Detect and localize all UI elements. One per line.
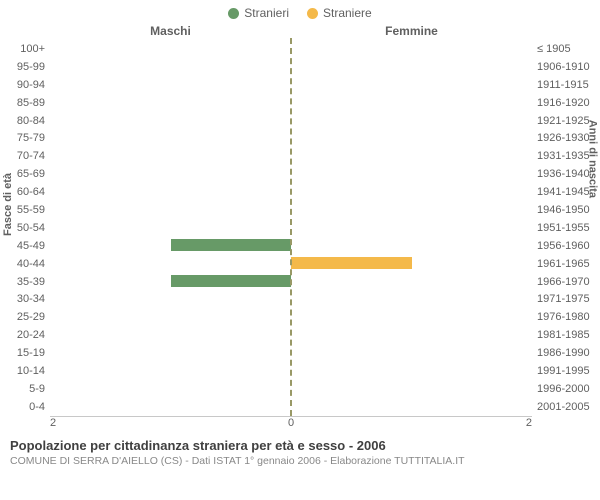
column-headers: Maschi Femmine bbox=[0, 24, 600, 38]
yaxis-left-label: 85-89 bbox=[17, 97, 45, 109]
yaxis-right-label: 1906-1910 bbox=[537, 61, 590, 73]
yaxis-right-label: 1941-1945 bbox=[537, 186, 590, 198]
yaxis-left-label: 25-29 bbox=[17, 311, 45, 323]
yaxis-right-label: 1931-1935 bbox=[537, 150, 590, 162]
legend-label-male: Stranieri bbox=[244, 6, 289, 20]
legend-swatch-female bbox=[307, 8, 318, 19]
column-header-male: Maschi bbox=[50, 24, 291, 38]
yaxis-right-label: 1911-1915 bbox=[537, 79, 589, 91]
male-bar bbox=[171, 239, 292, 251]
yaxis-left-label: 80-84 bbox=[17, 115, 45, 127]
legend-label-female: Straniere bbox=[323, 6, 372, 20]
yaxis-right-label: 1946-1950 bbox=[537, 204, 590, 216]
yaxis-right-label: 1961-1965 bbox=[537, 258, 590, 270]
yaxis-right-label: 2001-2005 bbox=[537, 401, 590, 413]
yaxis-left-label: 45-49 bbox=[17, 240, 45, 252]
yaxis-left-label: 65-69 bbox=[17, 168, 45, 180]
yaxis-right-label: 1926-1930 bbox=[537, 132, 590, 144]
yaxis-right-label: 1981-1985 bbox=[537, 329, 590, 341]
yaxis-right-title: Anni di nascita bbox=[586, 120, 598, 198]
column-header-female: Femmine bbox=[291, 24, 532, 38]
yaxis-left-label: 55-59 bbox=[17, 204, 45, 216]
yaxis-left-label: 100+ bbox=[20, 43, 45, 55]
yaxis-left-label: 35-39 bbox=[17, 276, 45, 288]
legend-item-male: Stranieri bbox=[228, 6, 289, 20]
yaxis-left-label: 0-4 bbox=[29, 401, 45, 413]
yaxis-left-label: 95-99 bbox=[17, 61, 45, 73]
center-divider bbox=[290, 38, 292, 416]
yaxis-right-label: 1956-1960 bbox=[537, 240, 590, 252]
yaxis-left-label: 10-14 bbox=[17, 365, 45, 377]
yaxis-right: ≤ 1905 1906-1910 1911-1915 1916-1920 1921-19… bbox=[532, 38, 596, 432]
yaxis-right-label: 1976-1980 bbox=[537, 311, 590, 323]
x-tick: 2 bbox=[50, 417, 211, 432]
footer: Popolazione per cittadinanza straniera p… bbox=[0, 432, 600, 467]
x-axis: 2 0 2 bbox=[50, 416, 532, 432]
yaxis-left-label: 20-24 bbox=[17, 329, 45, 341]
yaxis-right-label: 1971-1975 bbox=[537, 293, 590, 305]
x-tick: 2 bbox=[371, 417, 532, 432]
yaxis-right-label: 1996-2000 bbox=[537, 383, 590, 395]
yaxis-right-label: ≤ 1905 bbox=[537, 43, 571, 55]
yaxis-right-label: 1916-1920 bbox=[537, 97, 590, 109]
yaxis-left-label: 40-44 bbox=[17, 258, 45, 270]
bars-area bbox=[50, 38, 532, 416]
yaxis-right-label: 1986-1990 bbox=[537, 347, 590, 359]
yaxis-right-label: 1966-1970 bbox=[537, 276, 590, 288]
yaxis-right-label: 1991-1995 bbox=[537, 365, 590, 377]
yaxis-left-label: 75-79 bbox=[17, 132, 45, 144]
yaxis-right-label: 1921-1925 bbox=[537, 115, 590, 127]
yaxis-left-label: 30-34 bbox=[17, 293, 45, 305]
x-tick: 0 bbox=[211, 417, 372, 432]
yaxis-left-label: 5-9 bbox=[29, 383, 45, 395]
yaxis-left-title: Fasce di età bbox=[2, 173, 14, 236]
legend-swatch-male bbox=[228, 8, 239, 19]
legend-item-female: Straniere bbox=[307, 6, 372, 20]
plot-area: 2 0 2 bbox=[50, 38, 532, 432]
yaxis-left-label: 90-94 bbox=[17, 79, 45, 91]
chart-title: Popolazione per cittadinanza straniera p… bbox=[10, 438, 590, 453]
chart-subtitle: COMUNE DI SERRA D'AIELLO (CS) - Dati IST… bbox=[10, 455, 590, 467]
male-bar bbox=[171, 275, 292, 287]
legend: Stranieri Straniere bbox=[0, 0, 600, 24]
yaxis-left-label: 50-54 bbox=[17, 222, 45, 234]
female-bar bbox=[291, 257, 412, 269]
yaxis-left-label: 60-64 bbox=[17, 186, 45, 198]
yaxis-right-label: 1936-1940 bbox=[537, 168, 590, 180]
yaxis-left-label: 15-19 bbox=[17, 347, 45, 359]
yaxis-left-label: 70-74 bbox=[17, 150, 45, 162]
yaxis-right-label: 1951-1955 bbox=[537, 222, 590, 234]
